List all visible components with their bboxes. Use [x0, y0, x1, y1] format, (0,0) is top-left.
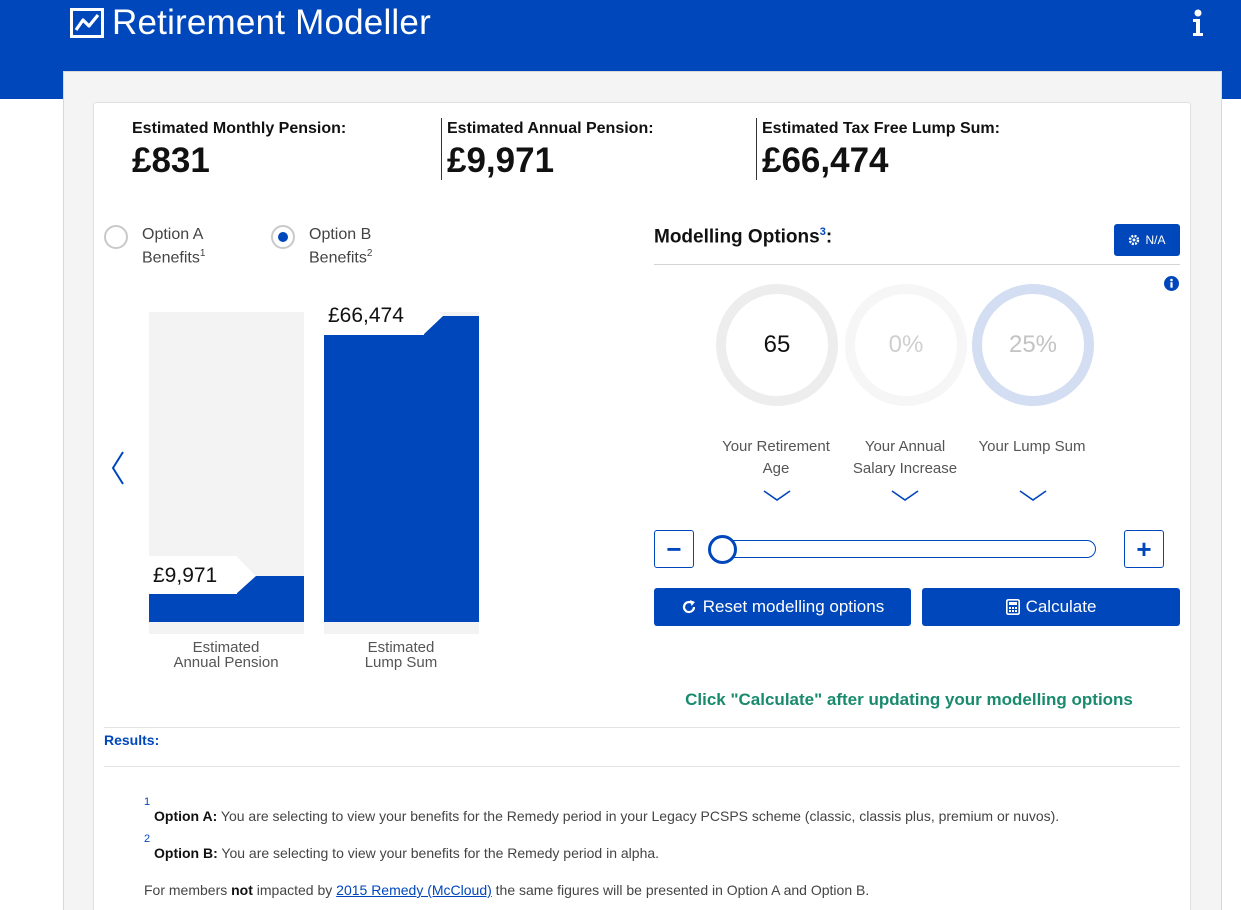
option-a-radio[interactable]: Option A Benefits1: [104, 225, 205, 267]
calculator-icon: [1005, 599, 1020, 615]
lump-sum-dial[interactable]: 25%: [972, 284, 1094, 406]
results-divider: [104, 727, 1180, 728]
summary-divider: [756, 118, 757, 180]
bar-tag-notch: [236, 556, 256, 594]
app-title: Retirement Modeller: [70, 2, 431, 44]
info-icon[interactable]: [1190, 8, 1206, 38]
lump-sum-caption-dial: Your Lump Sum: [978, 438, 1086, 455]
footnote-option-b: Option B: You are selecting to view your…: [154, 845, 660, 861]
line-chart-icon: [70, 8, 104, 38]
reset-button-label: Reset modelling options: [702, 597, 885, 616]
option-b-label: Option B Benefits2: [309, 226, 373, 267]
lump-sum-bar: [324, 316, 479, 622]
app-title-text: Retirement Modeller: [112, 3, 431, 42]
modelling-divider: [654, 264, 1180, 265]
value-slider-track[interactable]: [710, 540, 1096, 558]
modelling-options-title: Modelling Options3:: [654, 226, 833, 248]
retirement-age-value: 65: [763, 331, 791, 358]
annual-pension-caption: Estimated Annual Pension: [173, 639, 279, 671]
radio-circle[interactable]: [271, 225, 295, 249]
footnote-number: 2: [144, 833, 151, 845]
calculate-hint: Click "Calculate" after updating your mo…: [685, 690, 1133, 709]
salary-increase-value: 0%: [888, 331, 924, 358]
refresh-icon: [682, 600, 695, 614]
gear-icon: [1129, 234, 1140, 246]
retirement-age-caption: Your Retirement Age: [722, 438, 830, 477]
na-button-label: N/A: [1145, 233, 1166, 247]
chevron-down-icon[interactable]: [891, 490, 919, 502]
info-circle-icon[interactable]: [1164, 276, 1179, 291]
reset-modelling-button[interactable]: Reset modelling options: [654, 588, 911, 626]
footnote-option-a: Option A: You are selecting to view your…: [154, 808, 1060, 824]
results-heading: Results:: [104, 732, 160, 748]
summary-value: £831: [132, 141, 210, 180]
summary-value: £66,474: [762, 141, 889, 180]
footnote-number: 1: [144, 796, 151, 808]
summary-lump-sum: Estimated Tax Free Lump Sum: £66,474: [762, 118, 1000, 180]
summary-label: Estimated Monthly Pension:: [132, 120, 347, 137]
remedy-link[interactable]: 2015 Remedy (McCloud): [336, 882, 492, 898]
na-button[interactable]: N/A: [1114, 224, 1180, 256]
retirement-age-dial[interactable]: 65: [716, 284, 838, 406]
lump-sum-value-dial: 25%: [1008, 331, 1058, 358]
lump-sum-value: £66,474: [324, 297, 424, 335]
remedy-note: For members not impacted by 2015 Remedy …: [144, 882, 870, 898]
results-divider: [104, 766, 1180, 767]
increase-button[interactable]: +: [1124, 530, 1164, 568]
summary-label: Estimated Tax Free Lump Sum:: [762, 120, 1000, 137]
option-a-label: Option A Benefits1: [142, 226, 206, 267]
decrease-button[interactable]: −: [654, 530, 694, 568]
option-b-radio[interactable]: Option B Benefits2: [271, 225, 372, 267]
minus-icon: −: [666, 533, 682, 564]
salary-increase-caption: Your Annual Salary Increase: [852, 438, 958, 477]
plus-icon: +: [1136, 533, 1152, 564]
calculate-button[interactable]: Calculate: [922, 588, 1180, 626]
radio-circle[interactable]: [104, 225, 128, 249]
summary-divider: [441, 118, 442, 180]
salary-increase-dial[interactable]: 0%: [845, 284, 967, 406]
summary-value: £9,971: [447, 141, 555, 180]
chevron-down-icon[interactable]: [763, 490, 791, 502]
summary-label: Estimated Annual Pension:: [447, 120, 654, 137]
chevron-down-icon[interactable]: [1019, 490, 1047, 502]
bar-tag-notch: [423, 297, 443, 335]
annual-pension-value: £9,971: [149, 556, 237, 594]
value-slider-thumb[interactable]: [708, 535, 737, 564]
summary-annual-pension: Estimated Annual Pension: £9,971: [447, 118, 654, 180]
chevron-left-icon[interactable]: [110, 450, 126, 486]
lump-sum-caption: Estimated Lump Sum: [364, 639, 438, 671]
summary-monthly-pension: Estimated Monthly Pension: £831: [132, 118, 346, 180]
calculate-button-label: Calculate: [1025, 597, 1097, 616]
